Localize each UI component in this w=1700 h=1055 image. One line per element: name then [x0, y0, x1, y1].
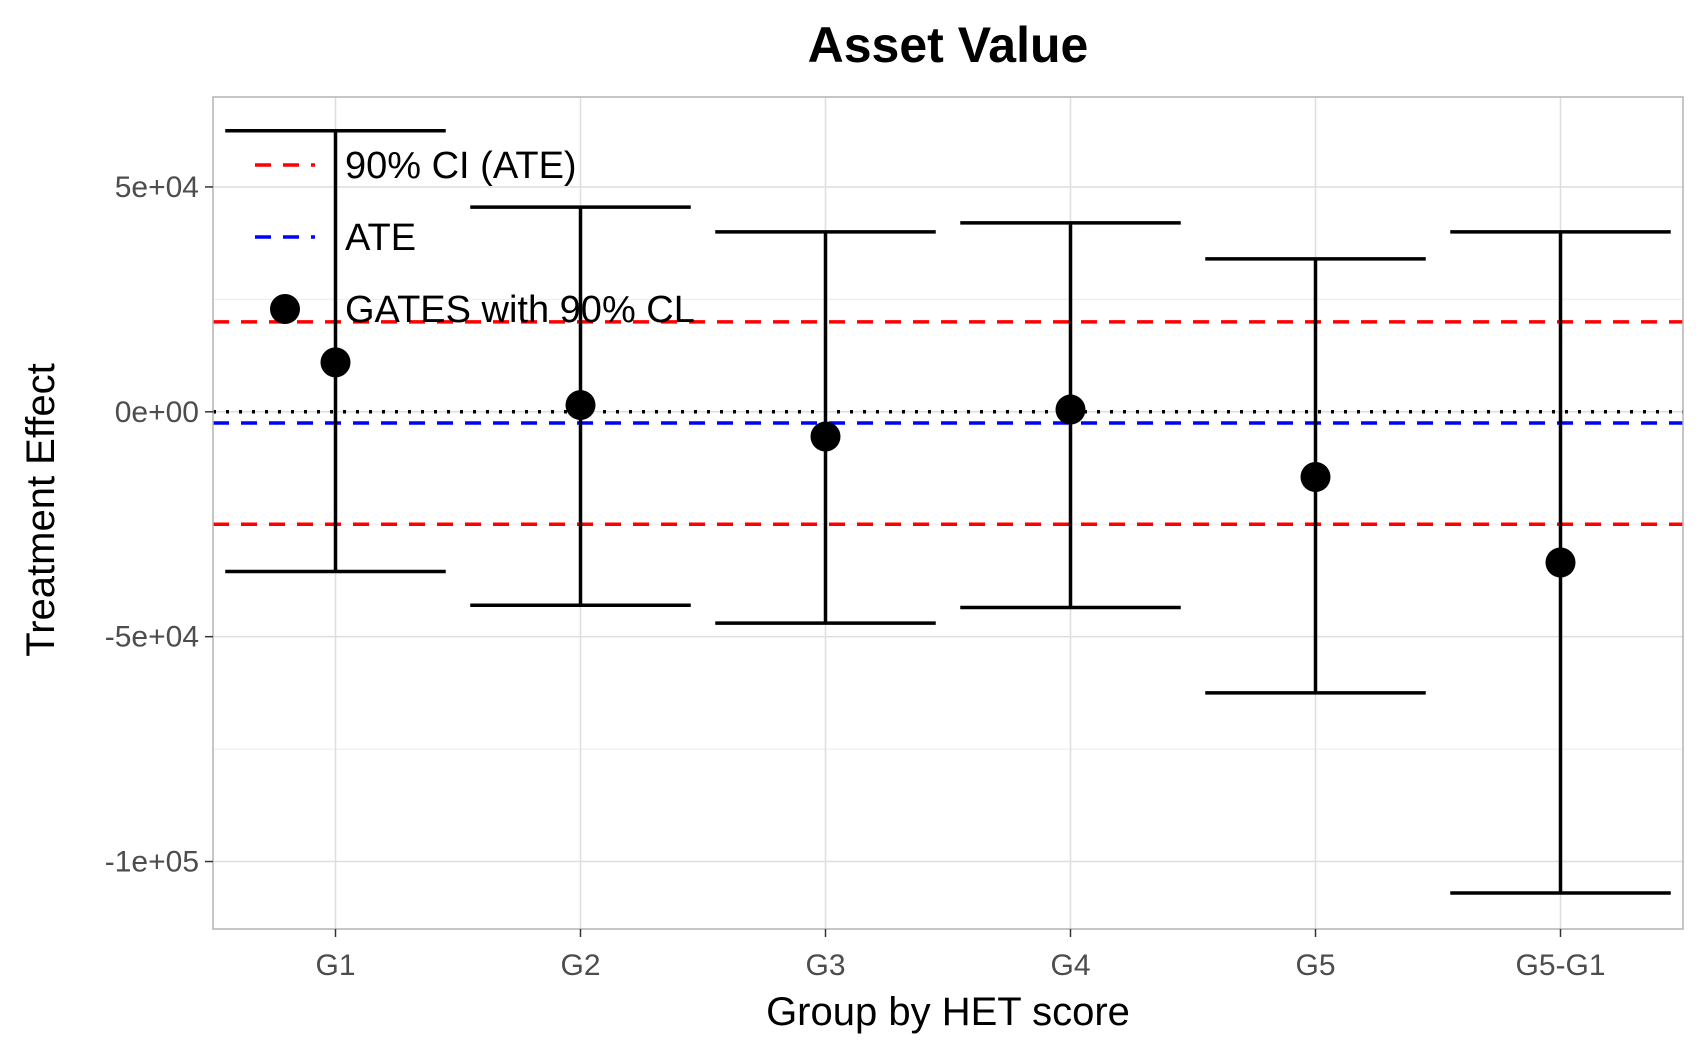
x-tick-label: G4	[1050, 949, 1090, 982]
plot-area: 5e+04 0e+00 -5e+04 -1e+05 G1 G2 G3 G4 G5 G5-G1	[105, 96, 1684, 982]
legend-key-point	[270, 294, 300, 324]
data-point	[320, 347, 351, 378]
data-point	[810, 421, 841, 452]
plot-border	[212, 96, 1684, 930]
data-point	[1300, 462, 1331, 493]
legend-label: 90% CI (ATE)	[345, 145, 577, 187]
x-axis-title: Group by HET score	[766, 990, 1130, 1034]
x-tick-label: G3	[805, 949, 845, 982]
x-tick-label: G5-G1	[1515, 949, 1605, 982]
y-tick-label: -5e+04	[105, 621, 199, 654]
x-tick-label: G1	[315, 949, 355, 982]
data-point	[565, 390, 596, 421]
y-tick-label: 5e+04	[115, 171, 199, 204]
data-point	[1545, 547, 1576, 578]
x-tick-label: G2	[560, 949, 600, 982]
x-tick-label: G5	[1295, 949, 1335, 982]
legend-label: GATES with 90% CL	[345, 289, 695, 331]
legend-label: ATE	[345, 217, 416, 259]
chart-title: Asset Value	[808, 17, 1089, 73]
plot-background	[213, 97, 1683, 929]
data-point	[1055, 394, 1086, 425]
y-tick-label: 0e+00	[115, 396, 199, 429]
legend: 90% CI (ATE) ATE GATES with 90% CL	[255, 145, 695, 331]
y-tick-label: -1e+05	[105, 846, 199, 879]
y-axis-title: Treatment Effect	[19, 363, 63, 656]
